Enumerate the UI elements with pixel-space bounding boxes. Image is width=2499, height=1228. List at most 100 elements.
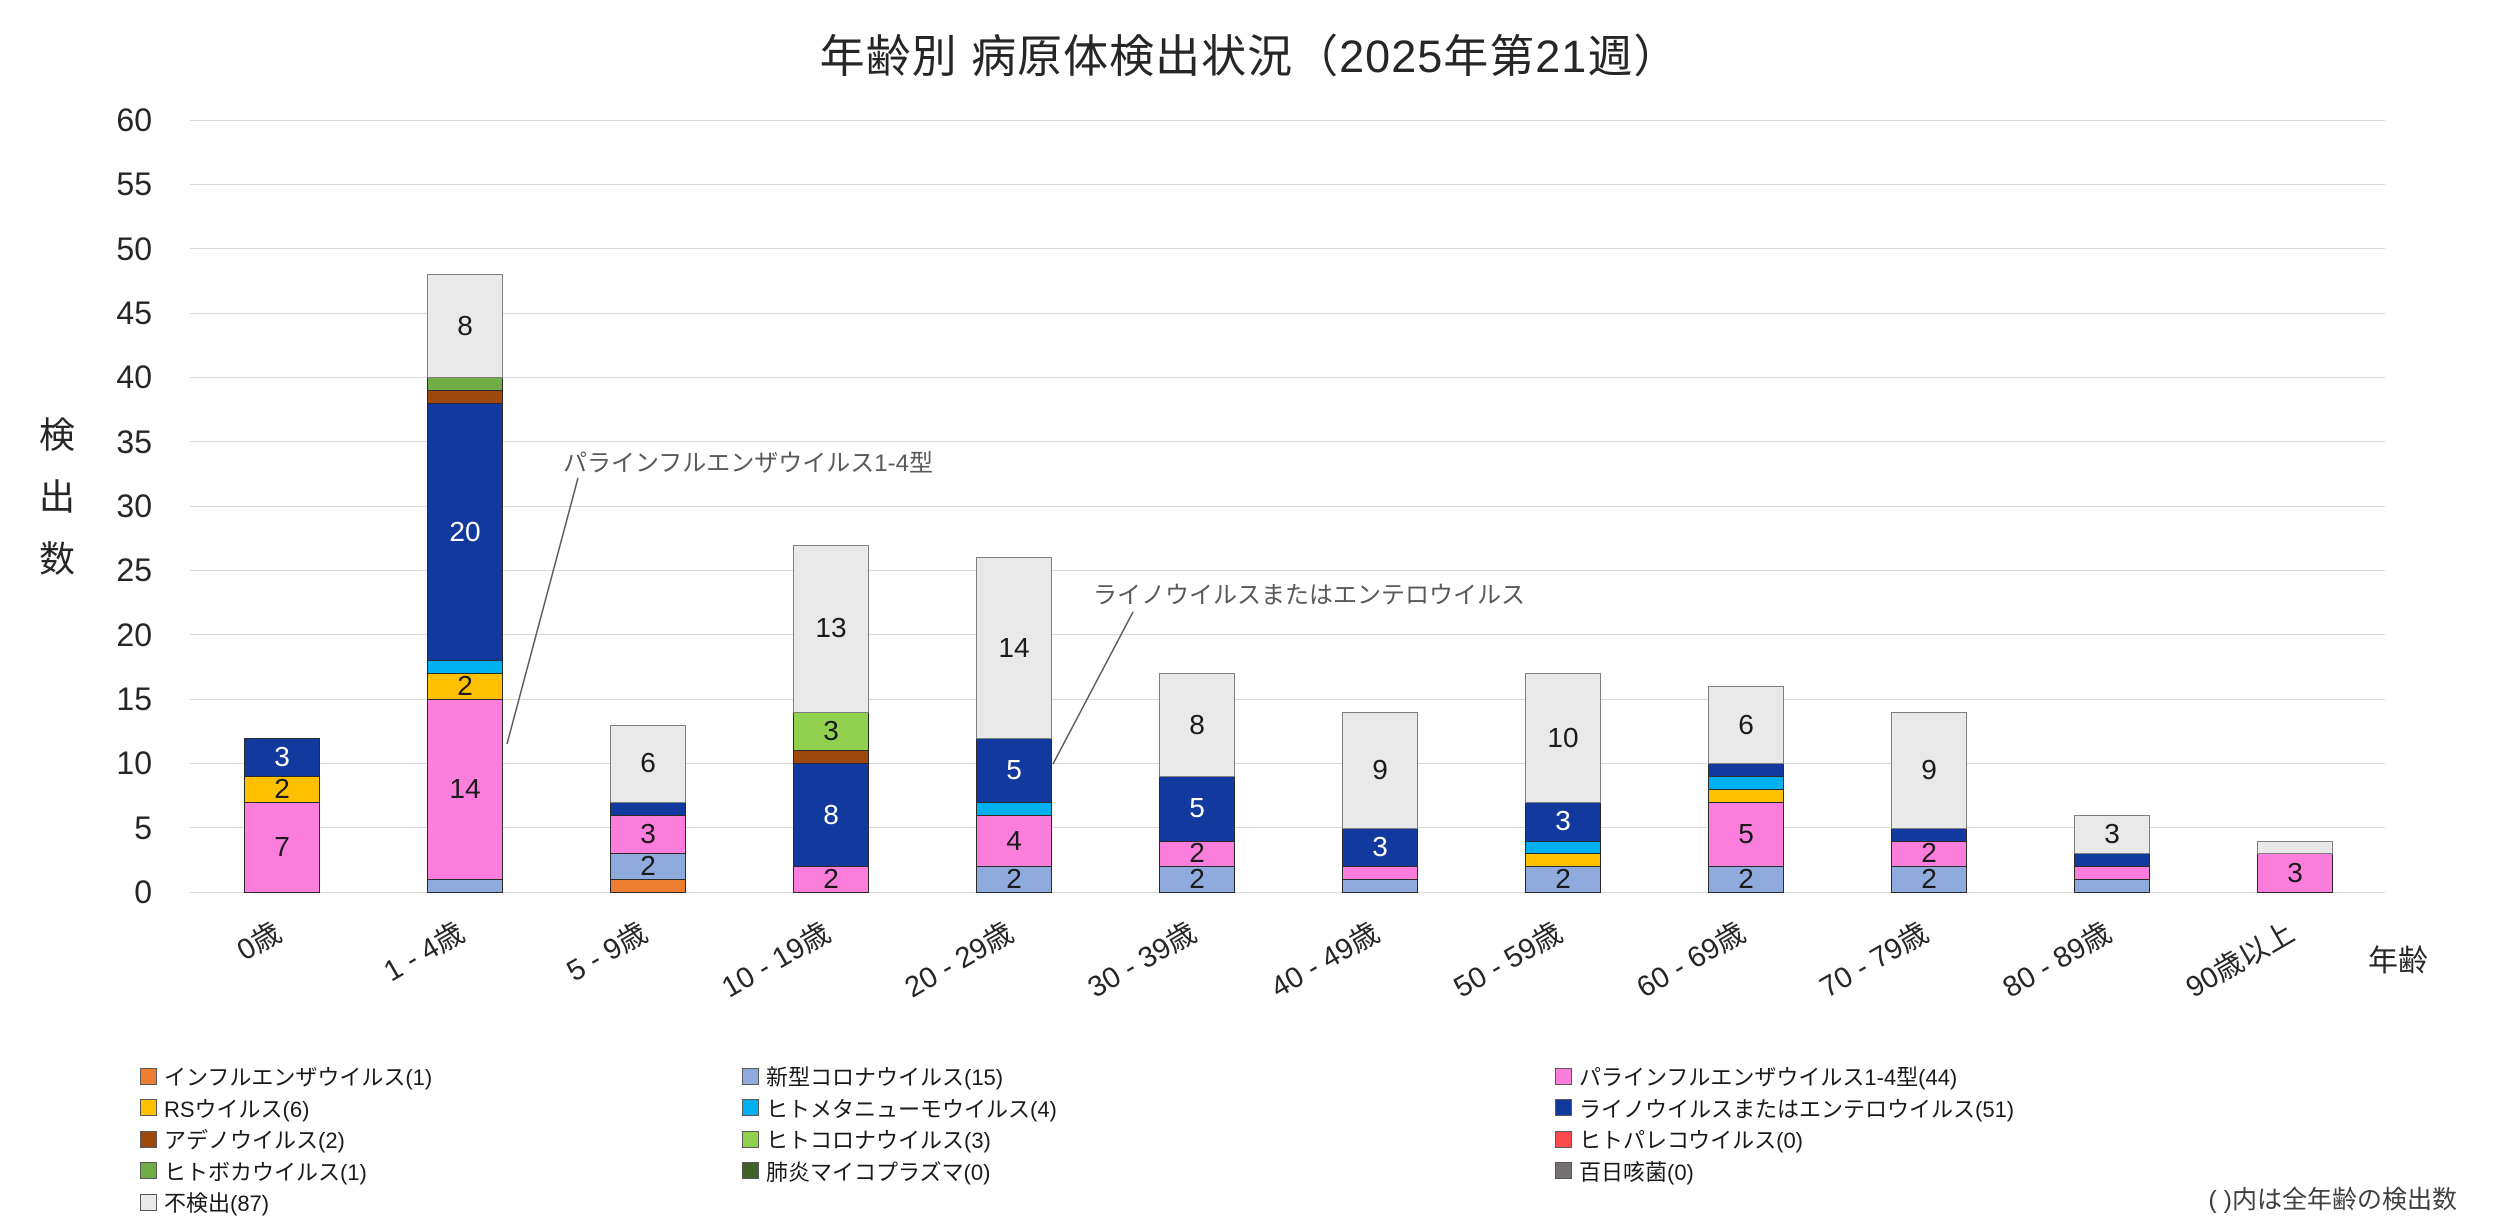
legend-item: RSウイルス(6) (140, 1094, 309, 1122)
legend-item: 新型コロナウイルス(15) (742, 1062, 1003, 1090)
legend-swatch (1555, 1162, 1572, 1179)
bar-segment (1159, 776, 1235, 842)
segment-value-label: 3 (2104, 818, 2120, 850)
segment-value-label: 9 (1921, 753, 1937, 785)
y-axis-tick-label: 35 (116, 423, 152, 460)
segment-value-label: 3 (2287, 856, 2303, 888)
y-axis-tick-label: 0 (134, 874, 152, 910)
segment-value-label: 7 (274, 830, 290, 862)
y-axis-tick-label: 55 (116, 166, 152, 203)
segment-value-label: 2 (274, 773, 290, 805)
segment-value-label: 6 (1738, 708, 1754, 740)
gridline (190, 891, 2385, 893)
legend-swatch (140, 1162, 157, 1179)
legend-swatch (742, 1067, 759, 1085)
legend: インフルエンザウイルス(1) 新型コロナウイルス(15) パラインフルエンザウイルス… (140, 1062, 2460, 1228)
legend-label: インフルエンザウイルス(1) (164, 1065, 433, 1090)
segment-value-label: 2 (1921, 837, 1937, 869)
legend-label: アデノウイルス(2) (164, 1128, 345, 1153)
y-axis-tick-label: 5 (134, 809, 152, 846)
segment-value-label: 2 (1738, 863, 1754, 895)
bar-segment (427, 879, 503, 893)
segment-value-label: 20 (449, 515, 481, 547)
bar-segment (427, 390, 503, 405)
gridline (190, 698, 2385, 700)
bar-segment (976, 801, 1052, 816)
segment-value-label: 5 (1006, 753, 1022, 785)
bar-segment (1342, 866, 1418, 881)
x-axis-title: 年齢 (2368, 945, 2428, 978)
bar-segment (1342, 879, 1418, 893)
legend-item: ヒトパレコウイルス(0) (1555, 1125, 1803, 1153)
segment-value-label: 13 (815, 612, 847, 644)
annotation-line (506, 477, 579, 745)
gridline (190, 376, 2385, 378)
bar-segment (610, 801, 686, 816)
bar-segment (793, 544, 869, 713)
legend-item: アデノウイルス(2) (140, 1125, 345, 1153)
legend-label: 肺炎マイコプラズマ(0) (766, 1159, 991, 1185)
segment-value-label: 9 (1372, 753, 1388, 785)
y-axis-tick-label: 10 (116, 745, 152, 782)
bar-segment (1891, 711, 1967, 829)
y-axis-title: 検出数 (34, 416, 75, 602)
gridline (190, 119, 2385, 121)
bar-segment (976, 557, 1052, 739)
segment-value-label: 4 (1006, 824, 1022, 856)
bar-segment (2074, 853, 2150, 868)
bar-segment (610, 724, 686, 803)
annotation-label: ライノウイルスまたはエンテロウイルス (1093, 582, 1525, 609)
y-axis-tick-label: 60 (116, 102, 152, 138)
legend-item: 不検出(87) (140, 1188, 269, 1216)
y-axis-tick-label: 45 (116, 295, 152, 331)
gridline (190, 762, 2385, 764)
y-axis-tick-label: 15 (116, 681, 152, 717)
legend-label: ライノウイルスまたはエンテロウイルス(51) (1579, 1096, 2015, 1122)
segment-value-label: 2 (1189, 863, 1205, 895)
bar-segment (1708, 789, 1784, 803)
bar-segment (1891, 827, 1967, 842)
legend-label: 新型コロナウイルス(15) (766, 1065, 1004, 1090)
gridline (190, 505, 2385, 507)
legend-label: RSウイルス(6) (164, 1096, 310, 1122)
legend-item: ヒトメタニューモウイルス(4) (742, 1094, 1057, 1122)
bar-segment (244, 737, 320, 778)
segment-value-label: 8 (457, 309, 473, 341)
segment-value-label: 2 (1921, 863, 1937, 895)
bar-segment (793, 763, 869, 868)
gridline (190, 183, 2385, 185)
segment-value-label: 3 (640, 818, 656, 850)
annotation-label: パラインフルエンザウイルス1-4型 (563, 450, 933, 477)
bar-segment (1891, 840, 1967, 868)
bar-segment (1525, 853, 1601, 868)
bar-segment (427, 377, 503, 392)
segment-value-label: 2 (1189, 837, 1205, 869)
legend-swatch (140, 1067, 157, 1085)
y-axis-tick-label: 30 (116, 488, 152, 524)
legend-item: 肺炎マイコプラズマ(0) (742, 1157, 990, 1185)
legend-swatch (1555, 1130, 1572, 1148)
bar-segment (427, 403, 503, 662)
gridline (190, 827, 2385, 829)
segment-value-label: 14 (998, 631, 1030, 663)
bar-segment (1342, 711, 1418, 829)
segment-value-label: 2 (1006, 863, 1022, 895)
segment-value-label: 8 (823, 798, 839, 830)
gridline (190, 441, 2385, 443)
segment-value-label: 14 (449, 773, 481, 805)
segment-value-label: 2 (823, 863, 839, 895)
bar-segment (1708, 801, 1784, 868)
bar-segment (427, 699, 503, 881)
bar-segment (244, 776, 320, 803)
legend-note: ( )内は全年齢の検出数 (2208, 1186, 2457, 1214)
legend-label: ヒトメタニューモウイルス(4) (766, 1096, 1057, 1122)
legend-label: 百日咳菌(0) (1579, 1159, 1694, 1185)
bar-segment (2257, 840, 2333, 855)
legend-swatch (140, 1099, 157, 1116)
gridline (190, 634, 2385, 636)
legend-item: インフルエンザウイルス(1) (140, 1062, 432, 1090)
legend-swatch (742, 1162, 759, 1179)
bar-segment (793, 750, 869, 765)
legend-item: ヒトコロナウイルス(3) (742, 1125, 991, 1153)
legend-label: 不検出(87) (164, 1191, 270, 1216)
